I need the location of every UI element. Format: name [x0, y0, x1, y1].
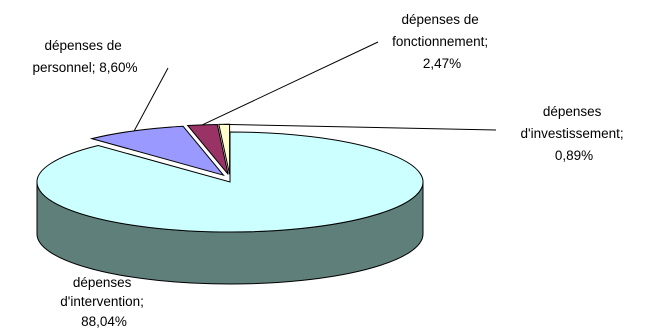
- label-fonctionnement-line-2: fonctionnement;: [392, 34, 488, 49]
- label-personnel-line-1: dépenses de: [44, 38, 121, 53]
- label-personnel: dépenses de personnel; 8,60%: [32, 38, 137, 75]
- leader-lines: [133, 41, 497, 132]
- leader-line-investissement: [224, 123, 497, 131]
- label-fonctionnement-line-3: 2,47%: [423, 56, 461, 71]
- leader-line-personnel: [133, 67, 169, 132]
- label-intervention-line-2: d'intervention;: [60, 294, 144, 309]
- label-investissement-line-3: 0,89%: [555, 148, 593, 163]
- label-investissement-line-1: dépenses: [543, 104, 602, 119]
- slice-intervention: [36, 131, 424, 233]
- label-intervention: dépenses d'intervention; 88,04%: [60, 275, 147, 329]
- slice-fonctionnement: [186, 123, 229, 175]
- label-investissement: dépenses d'investissement; 0,89%: [521, 104, 628, 163]
- label-investissement-line-2: d'investissement;: [521, 126, 624, 141]
- pie-slices: [36, 123, 424, 233]
- label-personnel-line-2: personnel; 8,60%: [32, 60, 137, 75]
- label-intervention-line-3: 88,04%: [81, 314, 127, 329]
- label-fonctionnement-line-1: dépenses de: [401, 12, 478, 27]
- label-intervention-line-1: dépenses: [73, 275, 132, 290]
- leader-line-fonctionnement: [202, 41, 379, 126]
- label-fonctionnement: dépenses de fonctionnement; 2,47%: [392, 12, 492, 71]
